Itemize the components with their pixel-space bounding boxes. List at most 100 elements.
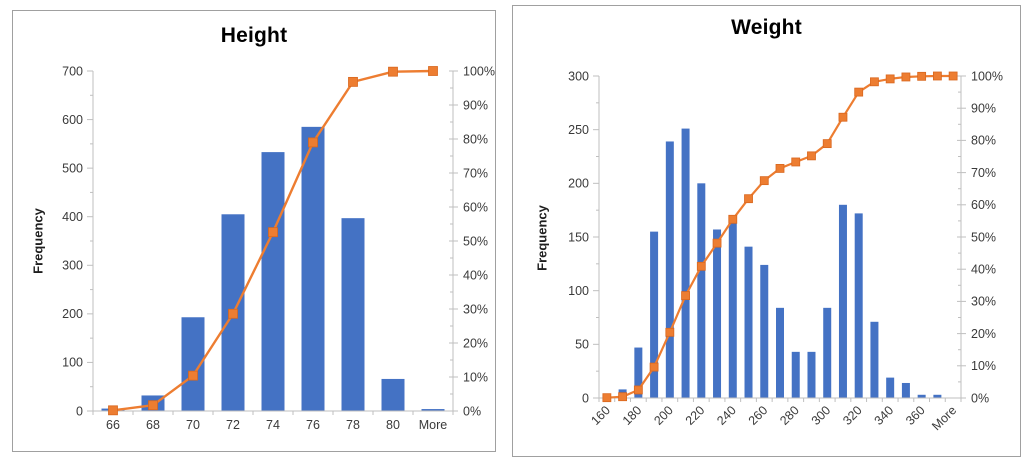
y-axis-left [593, 75, 600, 399]
cumulative-marker [308, 137, 318, 148]
y-right-tick-label: 100% [971, 69, 1003, 83]
cumulative-marker [712, 238, 722, 248]
x-tick-label: 66 [106, 418, 120, 432]
y-left-tick-label: 100 [62, 356, 83, 370]
cumulative-marker [854, 87, 864, 97]
frequency-bar [681, 128, 690, 398]
y-right-tick-label: 30% [971, 295, 996, 309]
frequency-bar [634, 347, 643, 398]
y-right-tick-label: 60% [463, 200, 488, 214]
y-right-tick-label: 50% [463, 234, 488, 248]
frequency-bar [421, 409, 445, 411]
frequency-bar [650, 231, 659, 398]
cumulative-marker [696, 261, 706, 271]
height-chart-title: Height [220, 24, 288, 47]
y-left-tick-label: 50 [575, 338, 589, 352]
y-right-tick-label: 0% [971, 391, 989, 405]
frequency-bar [791, 351, 800, 398]
cumulative-marker [268, 227, 278, 238]
cumulative-marker [428, 66, 438, 76]
frequency-bar [665, 141, 674, 398]
y-right-tick-label: 70% [971, 166, 996, 180]
weight-chart-svg: 0 50 100 150 200 250 300 0% 10% 20% 30% 40% 50% 60% 70… [568, 69, 1003, 433]
y-left-tick-label: 150 [568, 230, 589, 244]
cumulative-marker [775, 164, 785, 173]
cumulative-marker [948, 71, 958, 81]
cumulative-marker [744, 194, 753, 204]
cumulative-marker [901, 72, 911, 82]
frequency-bar [933, 394, 942, 398]
y-right-tick-label: 30% [463, 302, 488, 316]
x-tick-label: 320 [840, 403, 865, 428]
frequency-bars [101, 126, 445, 412]
cumulative-marker [932, 71, 942, 81]
y-left-tick-label: 200 [62, 307, 83, 321]
y-right-tick-label: 80% [463, 132, 488, 146]
x-tick-label: 160 [588, 403, 613, 428]
cumulative-markers [602, 71, 958, 403]
y-left-tick-label: 600 [62, 113, 83, 127]
cumulative-marker [228, 308, 238, 319]
x-tick-label: 78 [346, 418, 360, 432]
x-tick-label: 80 [386, 418, 400, 432]
y-right-tick-label: 10% [463, 370, 488, 384]
x-tick-label: 240 [714, 403, 739, 428]
x-tick-label: 360 [903, 403, 928, 428]
frequency-bar [823, 307, 832, 398]
cumulative-marker [602, 393, 612, 403]
x-axis [92, 410, 454, 415]
y-left-tick-label: 100 [568, 284, 589, 298]
y-left-tick-label: 300 [62, 259, 83, 273]
cumulative-marker [838, 112, 848, 122]
x-tick-label: 260 [746, 403, 771, 428]
frequency-bar [870, 321, 879, 398]
frequency-bar [713, 229, 722, 398]
y-right-tick-label: 100% [463, 64, 495, 78]
cumulative-marker [148, 400, 158, 411]
cumulative-marker [728, 214, 738, 224]
y-axis-right [957, 75, 966, 399]
frequency-bar [744, 246, 753, 398]
cumulative-marker [618, 392, 628, 402]
x-tick-label: More [929, 403, 959, 433]
cumulative-markers [108, 66, 438, 416]
frequency-bars [602, 128, 942, 398]
x-tick-label: More [419, 418, 448, 432]
y-right-tick-label: 90% [971, 102, 996, 116]
y-right-tick-label: 50% [971, 230, 996, 244]
y-right-tick-label: 70% [463, 166, 488, 180]
x-tick-label: 340 [872, 403, 897, 428]
x-tick-label: 72 [226, 418, 240, 432]
frequency-bar [301, 126, 325, 412]
cumulative-marker [759, 176, 769, 186]
axis-labels: 0 50 100 150 200 250 300 0% 10% 20% 30% 40% 50% 60% 70… [568, 69, 1003, 433]
y-axis-left [87, 70, 94, 412]
axis-labels: 0 100 200 300 400 500 600 700 0% 10% 20% 30% 40% 50% 6… [62, 64, 495, 432]
x-tick-label: 68 [146, 418, 160, 432]
frequency-bar [261, 152, 285, 412]
height-chart-svg: 0 100 200 300 400 500 600 700 0% 10% 20% 30% 40% 50% 6… [62, 64, 495, 432]
cumulative-marker [885, 74, 895, 84]
y-right-tick-label: 20% [463, 336, 488, 350]
cumulative-marker [681, 291, 690, 301]
y-right-tick-label: 10% [971, 359, 996, 373]
y-right-tick-label: 40% [971, 263, 996, 277]
x-tick-label: 74 [266, 418, 280, 432]
frequency-bar [728, 223, 737, 398]
cumulative-marker [188, 370, 198, 381]
y-left-tick-label: 250 [568, 123, 589, 137]
y-left-tick-label: 500 [62, 161, 83, 175]
y-axis-right [449, 70, 458, 412]
frequency-bar [776, 307, 784, 398]
cumulative-marker [822, 139, 832, 149]
height-chart-panel[interactable]: Height Frequency 0 100 200 300 400 500 600 700 0… [12, 10, 496, 452]
x-tick-label: 200 [651, 403, 676, 428]
frequency-bar [181, 317, 205, 411]
y-right-tick-label: 0% [463, 404, 481, 418]
x-tick-label: 300 [809, 403, 834, 428]
y-left-tick-label: 400 [62, 210, 83, 224]
x-tick-label: 220 [683, 403, 708, 428]
weight-chart-panel[interactable]: Weight Frequency 0 50 100 150 200 250 300 0% 10%… [512, 5, 1021, 457]
cumulative-marker [807, 151, 816, 161]
